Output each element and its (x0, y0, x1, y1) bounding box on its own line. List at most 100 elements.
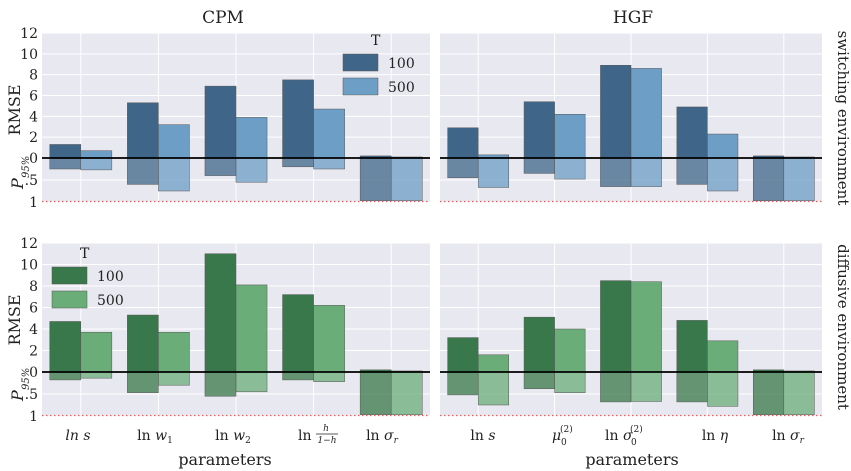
bar-p95 (600, 157, 632, 187)
bar-p95 (282, 157, 314, 168)
ytick-label: 10 (20, 47, 38, 63)
bar-rmse (554, 114, 586, 159)
row-title-switching: switching environment (834, 31, 851, 206)
bar-p95 (477, 371, 510, 406)
ylabel-rmse-top: RMSE (5, 84, 24, 135)
bar-p95 (235, 157, 268, 183)
svg-text:ln: ln (298, 428, 312, 444)
ytick-label: 0 (29, 365, 38, 381)
xtick-label: ln w2 (215, 428, 251, 446)
bar-rmse (630, 68, 662, 159)
bar-p95 (752, 371, 785, 415)
bar-p95 (282, 371, 314, 381)
bar-rmse (676, 320, 708, 373)
bar-p95 (523, 371, 555, 389)
bar-rmse (676, 106, 708, 159)
legend-swatch (51, 266, 88, 285)
bar-p95 (447, 157, 479, 179)
panel-cpm-diffusive: 0 2 4 6 8 10 12 .5 1 (20, 236, 430, 425)
legend-label: 100 (97, 269, 124, 285)
svg-text:0: 0 (631, 438, 637, 448)
bar-rmse (204, 85, 237, 159)
bar-rmse (313, 305, 345, 373)
svg-text:P: P (8, 178, 27, 190)
legend-title: T (80, 246, 90, 262)
bar-p95 (390, 371, 423, 415)
xtick-label: μ 0 (2) (552, 424, 573, 448)
ytick-label: 8 (29, 279, 38, 295)
svg-text:1−h: 1−h (317, 436, 336, 446)
xtick-label: ln σr (772, 428, 805, 446)
bar-p95 (235, 371, 268, 393)
svg-text:h: h (323, 424, 329, 434)
ytick-label: 1 (29, 195, 38, 211)
xtick-label: ln s (65, 428, 90, 444)
xtick-label: ln σ 0 (2) (605, 424, 643, 448)
x-ticks-cpm: ln s ln w1 ln w2 ln h 1−h ln σr (65, 424, 398, 446)
bar-p95 (313, 157, 345, 170)
ylabel-p-top: P 95% (8, 156, 32, 190)
bar-rmse (235, 284, 268, 373)
bar-rmse (630, 281, 662, 373)
bar-p95 (676, 157, 708, 185)
ytick-label: 8 (29, 68, 38, 84)
bar-p95 (204, 157, 237, 176)
svg-text:P: P (8, 390, 27, 402)
column-title-cpm: CPM (202, 8, 244, 28)
bar-p95 (313, 371, 345, 382)
legend-swatch (342, 53, 379, 72)
bar-p95 (523, 157, 555, 174)
svg-text:(2): (2) (560, 424, 573, 435)
bar-rmse (158, 331, 190, 373)
bar-rmse (80, 150, 113, 159)
panel-hgf-diffusive (440, 242, 822, 417)
bar-p95 (477, 157, 510, 188)
ylabel-rmse-bottom: RMSE (5, 294, 24, 345)
ytick-label: 6 (29, 89, 38, 105)
bar-rmse (204, 253, 237, 373)
svg-text:ln σ: ln σ (605, 428, 633, 444)
bar-p95 (554, 157, 586, 180)
bar-p95 (676, 371, 708, 403)
xlabel-cpm: parameters (178, 450, 271, 469)
bar-rmse (707, 133, 739, 159)
xlabel-hgf: parameters (585, 450, 678, 469)
ytick-label: 2 (29, 344, 38, 360)
bar-rmse (707, 340, 739, 373)
legend-label: 500 (97, 293, 124, 309)
legend-swatch (51, 290, 88, 309)
bar-p95 (554, 371, 586, 393)
bar-p95 (80, 157, 113, 171)
bar-p95 (359, 371, 392, 415)
bar-rmse (49, 321, 82, 373)
legend-swatch (342, 77, 379, 96)
bar-p95 (752, 157, 785, 201)
legend-title: T (371, 33, 381, 49)
bar-rmse (127, 102, 159, 159)
legend-switching: T 100 500 (342, 33, 415, 96)
bar-rmse (477, 354, 510, 373)
ytick-label: 1 (29, 409, 38, 425)
bar-p95 (127, 371, 159, 393)
bar-rmse (235, 117, 268, 159)
bar-p95 (204, 371, 237, 397)
svg-text:95%: 95% (21, 156, 32, 178)
bar-rmse (49, 144, 82, 159)
svg-text:(2): (2) (630, 424, 643, 435)
bar-p95 (783, 371, 815, 415)
bar-rmse (523, 316, 555, 373)
ytick-label: 12 (20, 26, 38, 42)
bar-rmse (600, 280, 632, 373)
ytick-label: 4 (29, 322, 38, 338)
ytick-label: 2 (29, 130, 38, 146)
bar-p95 (80, 371, 113, 379)
bar-rmse (447, 337, 479, 373)
bar-p95 (158, 371, 190, 386)
x-ticks-hgf: ln s μ 0 (2) ln σ 0 (2) ln η ln σr (470, 424, 804, 448)
bar-p95 (127, 157, 159, 185)
row-title-diffusive: diffusive environment (834, 244, 851, 410)
bar-rmse (80, 331, 113, 373)
bar-rmse (282, 79, 314, 159)
legend-label: 500 (388, 80, 415, 96)
